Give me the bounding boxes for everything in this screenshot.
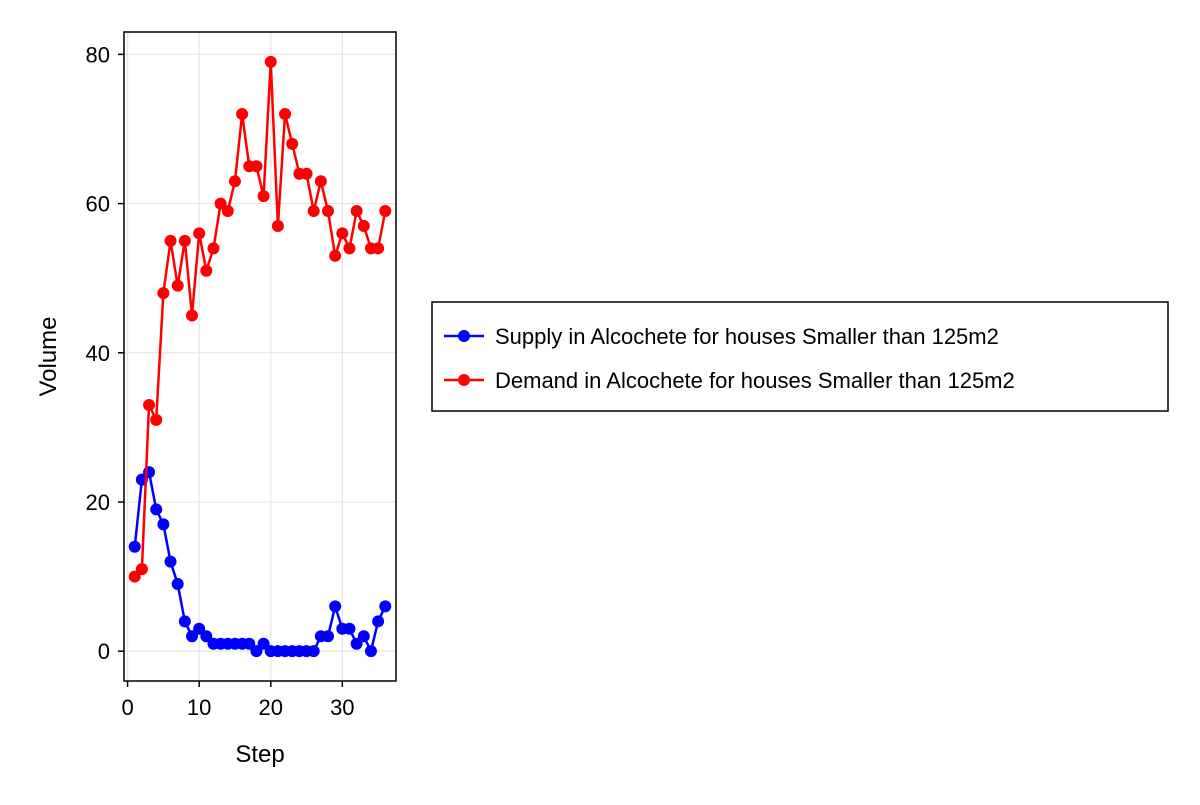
x-tick-label: 20: [258, 695, 282, 720]
data-point: [336, 227, 349, 240]
series-demand: [128, 55, 392, 583]
data-point: [243, 637, 256, 650]
y-axis-title: Volume: [35, 316, 62, 396]
data-point: [250, 160, 263, 173]
data-point: [186, 630, 198, 643]
data-point: [379, 600, 392, 613]
data-point: [257, 190, 270, 203]
legend-item: Supply in Alcochete for houses Smaller t…: [444, 324, 999, 349]
data-point: [164, 555, 177, 568]
data-point: [379, 205, 392, 218]
data-point: [178, 234, 191, 247]
series-supply: [128, 466, 392, 658]
data-point: [150, 503, 163, 516]
data-point: [350, 205, 363, 218]
legend-item: Demand in Alcochete for houses Smaller t…: [444, 368, 1015, 393]
x-tick-label: 0: [121, 695, 133, 720]
data-point: [135, 563, 148, 576]
data-point: [200, 630, 213, 643]
y-tick-label: 20: [86, 490, 110, 515]
series-line: [133, 60, 387, 578]
grid: [124, 32, 396, 681]
data-point: [307, 205, 320, 218]
data-point: [228, 175, 241, 188]
data-point: [164, 234, 177, 247]
data-point: [186, 309, 198, 322]
data-point: [250, 645, 263, 658]
data-point: [193, 227, 206, 240]
data-point: [171, 279, 184, 292]
legend-label: Demand in Alcochete for houses Smaller t…: [495, 368, 1015, 393]
y-tick-label: 0: [98, 639, 110, 664]
axis-ticks: 0 10 20 30 0 20 40 60 80: [86, 42, 355, 720]
data-point: [193, 622, 206, 635]
data-point: [236, 108, 249, 121]
data-point: [307, 645, 320, 658]
x-axis-title: Step: [235, 741, 284, 768]
data-point: [178, 615, 191, 628]
data-point: [200, 264, 213, 277]
plot-area-frame: [123, 31, 397, 682]
data-point: [171, 578, 184, 591]
series-layer: [128, 55, 392, 658]
data-point: [322, 205, 334, 218]
data-point: [329, 249, 342, 262]
data-point: [264, 55, 277, 68]
data-point: [157, 287, 170, 300]
data-point: [343, 622, 356, 635]
data-point: [357, 219, 370, 232]
data-point: [329, 600, 342, 613]
data-point: [343, 242, 356, 255]
data-point: [314, 175, 327, 188]
data-point: [207, 242, 220, 255]
legend-label: Supply in Alcochete for houses Smaller t…: [495, 324, 999, 349]
data-point: [372, 615, 385, 628]
data-point: [372, 242, 385, 255]
data-point: [150, 413, 163, 426]
x-tick-label: 30: [330, 695, 354, 720]
x-tick-label: 10: [187, 695, 211, 720]
data-point: [286, 137, 299, 150]
data-point: [279, 108, 292, 121]
legend-swatch-marker: [458, 330, 470, 342]
data-point: [271, 219, 284, 232]
legend-swatch-marker: [458, 374, 470, 386]
data-point: [364, 645, 377, 658]
y-tick-label: 40: [86, 341, 110, 366]
data-point: [128, 570, 141, 583]
data-point: [300, 167, 313, 180]
data-point: [128, 540, 141, 553]
y-tick-label: 80: [86, 42, 110, 67]
data-point: [157, 518, 170, 531]
data-point: [143, 398, 156, 411]
data-point: [257, 637, 270, 650]
y-tick-label: 60: [86, 192, 110, 217]
legend: Supply in Alcochete for houses Smaller t…: [431, 301, 1169, 412]
data-point: [357, 630, 370, 643]
data-point: [322, 630, 334, 643]
legend-box: [431, 301, 1169, 412]
data-point: [350, 637, 363, 650]
data-point: [221, 205, 234, 218]
data-point: [214, 197, 227, 210]
